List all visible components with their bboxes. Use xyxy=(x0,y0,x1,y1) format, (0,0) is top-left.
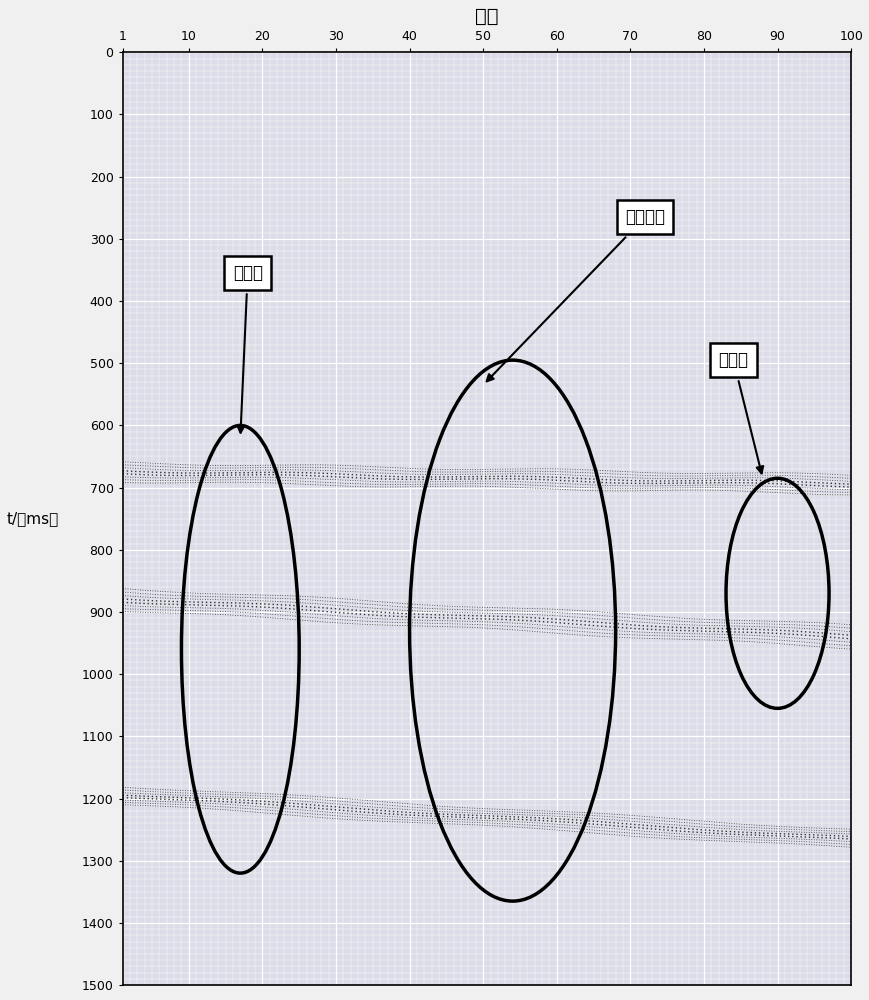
Text: 畚变区: 畚变区 xyxy=(718,351,762,473)
Text: 主波束区: 主波束区 xyxy=(486,208,664,381)
Text: 畚变区: 畚变区 xyxy=(232,264,262,433)
X-axis label: 道号: 道号 xyxy=(474,7,498,26)
Y-axis label: t/（ms）: t/（ms） xyxy=(7,511,59,526)
